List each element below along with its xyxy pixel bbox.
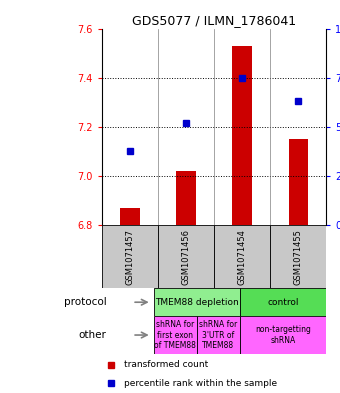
Text: shRNA for
3'UTR of
TMEM88: shRNA for 3'UTR of TMEM88 [199, 320, 238, 350]
Bar [158, 225, 214, 288]
Bar [214, 225, 270, 288]
Text: other: other [79, 330, 106, 340]
Title: GDS5077 / ILMN_1786041: GDS5077 / ILMN_1786041 [132, 15, 296, 28]
Bar [197, 316, 240, 354]
Bar [270, 225, 326, 288]
Bar [289, 139, 308, 225]
Text: GSM1071454: GSM1071454 [238, 229, 247, 285]
Bar [154, 288, 240, 316]
Text: transformed count: transformed count [124, 360, 209, 369]
Text: GSM1071456: GSM1071456 [182, 229, 191, 285]
Text: GSM1071455: GSM1071455 [294, 229, 303, 285]
Text: GSM1071457: GSM1071457 [125, 229, 135, 285]
Bar [102, 225, 158, 288]
Bar [176, 171, 196, 225]
Text: percentile rank within the sample: percentile rank within the sample [124, 379, 277, 387]
Bar [240, 288, 326, 316]
Text: shRNA for
first exon
of TMEM88: shRNA for first exon of TMEM88 [154, 320, 196, 350]
Bar [233, 46, 252, 225]
Text: non-targetting
shRNA: non-targetting shRNA [255, 325, 311, 345]
Text: control: control [268, 298, 299, 307]
Bar [154, 316, 197, 354]
Text: TMEM88 depletion: TMEM88 depletion [155, 298, 239, 307]
Bar [120, 208, 140, 225]
Text: protocol: protocol [64, 297, 106, 307]
Bar [240, 316, 326, 354]
